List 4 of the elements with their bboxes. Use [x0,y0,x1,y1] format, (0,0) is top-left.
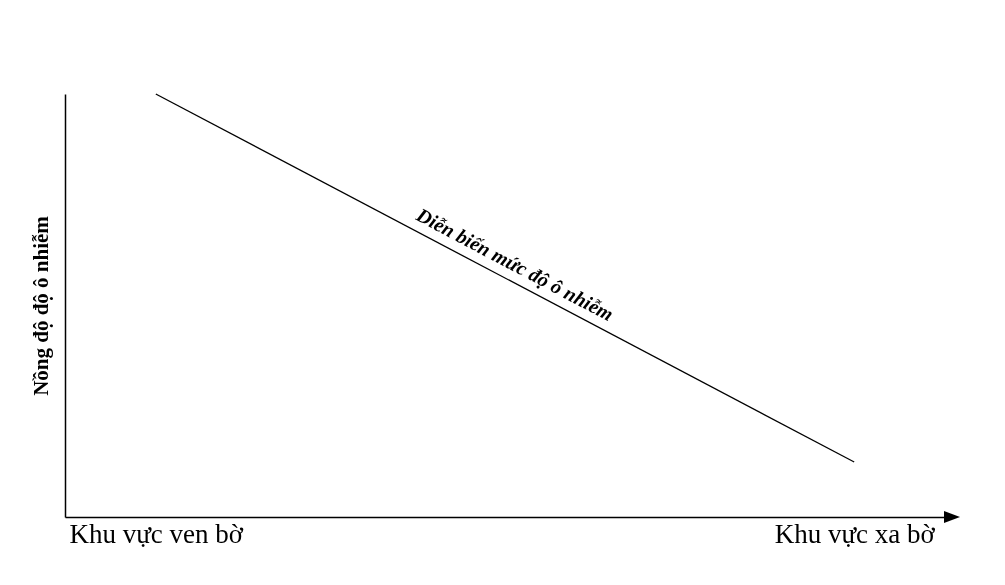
annotation: Diễn biến mức độ ô nhiễm [411,202,618,326]
y-axis-title: Nồng độ độ ô nhiễm [28,215,53,396]
x-tick-label: Khu vực ven bờ [69,518,244,549]
x-tick-label: Khu vực xa bờ [774,518,936,549]
